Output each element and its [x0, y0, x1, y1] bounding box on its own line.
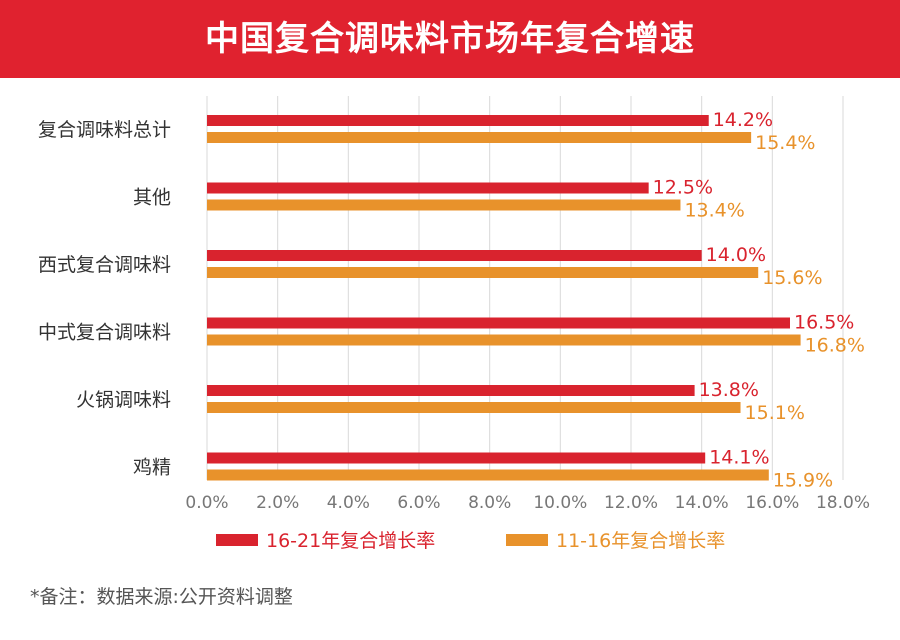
- x-tick-label: 18.0%: [816, 493, 870, 513]
- bar-16-21: [207, 385, 695, 396]
- bar-11-16: [207, 334, 801, 346]
- bar-16-21: [207, 317, 790, 329]
- legend-label: 16-21年复合增长率: [266, 530, 435, 552]
- data-label: 16.8%: [805, 335, 865, 357]
- x-tick-label: 0.0%: [185, 493, 228, 513]
- data-label: 15.6%: [762, 267, 822, 289]
- bar-11-16: [207, 402, 741, 413]
- bar-16-21: [207, 115, 709, 126]
- data-label: 15.4%: [755, 132, 815, 154]
- data-label: 14.2%: [713, 109, 773, 131]
- bar-11-16: [207, 267, 759, 278]
- x-tick-label: 8.0%: [468, 493, 511, 513]
- title-banner: [0, 0, 900, 78]
- bar-chart: 0.0% 2.0% 4.0% 6.0% 8.0% 10.0% 12.0% 14.0% 16.0%…: [38, 96, 870, 552]
- data-label: 14.1%: [709, 447, 769, 469]
- category-label: 其他: [133, 187, 171, 209]
- data-label: 13.4%: [684, 200, 744, 222]
- x-tick-label: 4.0%: [327, 493, 370, 513]
- x-tick-label: 14.0%: [675, 493, 729, 513]
- source-note: *备注：数据来源:公开资料调整: [30, 586, 293, 608]
- bar-16-21: [207, 250, 702, 261]
- bar-11-16: [207, 132, 752, 143]
- data-label: 12.5%: [653, 177, 713, 199]
- legend-swatch: [506, 534, 548, 546]
- category-label: 西式复合调味料: [38, 254, 171, 276]
- category-label: 复合调味料总计: [38, 119, 171, 141]
- data-label: 14.0%: [706, 244, 766, 266]
- legend-swatch: [216, 534, 258, 546]
- bar-11-16: [207, 469, 769, 481]
- chart-title: 中国复合调味料市场年复合增速: [205, 19, 695, 59]
- category-label: 鸡精: [133, 457, 171, 479]
- x-tick-label: 16.0%: [745, 493, 799, 513]
- bar-16-21: [207, 452, 706, 464]
- data-label: 13.8%: [699, 379, 759, 401]
- x-tick-label: 2.0%: [256, 493, 299, 513]
- data-label: 16.5%: [794, 312, 854, 334]
- category-label: 火锅调味料: [76, 389, 171, 411]
- bar-11-16: [207, 199, 681, 211]
- bar-16-21: [207, 182, 649, 194]
- legend-label: 11-16年复合增长率: [556, 530, 725, 552]
- x-tick-label: 6.0%: [397, 493, 440, 513]
- x-tick-label: 12.0%: [604, 493, 658, 513]
- category-label: 中式复合调味料: [38, 322, 171, 344]
- data-label: 15.1%: [745, 402, 805, 424]
- x-tick-label: 10.0%: [533, 493, 587, 513]
- data-label: 15.9%: [773, 470, 833, 492]
